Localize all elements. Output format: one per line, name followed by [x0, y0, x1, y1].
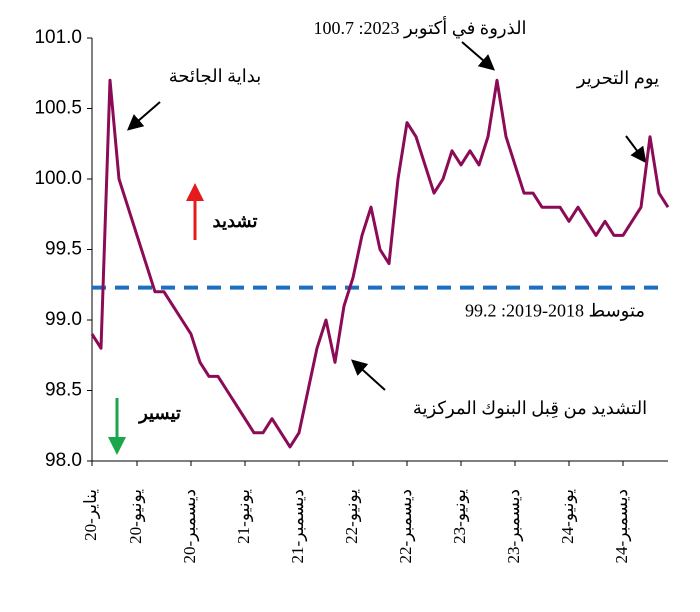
annotation: التشديد من قِبل البنوك المركزية: [413, 398, 647, 419]
y-tick-label: 101.0: [34, 27, 82, 48]
reference-label: متوسط 2018-2019: 99.2: [465, 301, 645, 322]
y-tick-label: 98.5: [45, 380, 82, 401]
x-tick-label: يناير-20: [81, 489, 101, 541]
x-tick-label: يونيو-20: [126, 489, 146, 544]
annotation: بداية الجائحة: [169, 66, 262, 86]
x-tick-label: يونيو-22: [342, 489, 362, 544]
y-tick-label: 98.0: [45, 450, 82, 471]
y-tick-label: 99.0: [45, 309, 82, 330]
annotation: يوم التحرير: [576, 68, 659, 89]
x-tick-label: ديسمبر-22: [396, 489, 416, 563]
arrow: [126, 101, 161, 131]
y-tick-label: 100.0: [34, 168, 82, 189]
series-line: [90, 78, 670, 449]
annotation: الذروة في أكتوبر 2023: 100.7: [313, 16, 526, 39]
x-tick-label: يونيو-21: [234, 489, 254, 544]
x-tick-label: ديسمبر-23: [504, 489, 524, 563]
x-tick-label: يونيو-24: [558, 489, 578, 544]
arrow: [625, 135, 647, 164]
arrow: [351, 359, 386, 391]
arrow: [461, 41, 496, 71]
annotation: تيسير: [137, 403, 181, 424]
x-tick-label: يونيو-23: [450, 489, 470, 544]
x-tick-label: ديسمبر-24: [612, 489, 632, 563]
annotation: تشديد: [213, 211, 258, 231]
x-tick-label: ديسمبر-21: [288, 489, 308, 563]
y-tick-label: 100.5: [34, 98, 82, 119]
y-tick-label: 99.5: [45, 239, 82, 260]
x-tick-label: ديسمبر-20: [180, 489, 200, 563]
